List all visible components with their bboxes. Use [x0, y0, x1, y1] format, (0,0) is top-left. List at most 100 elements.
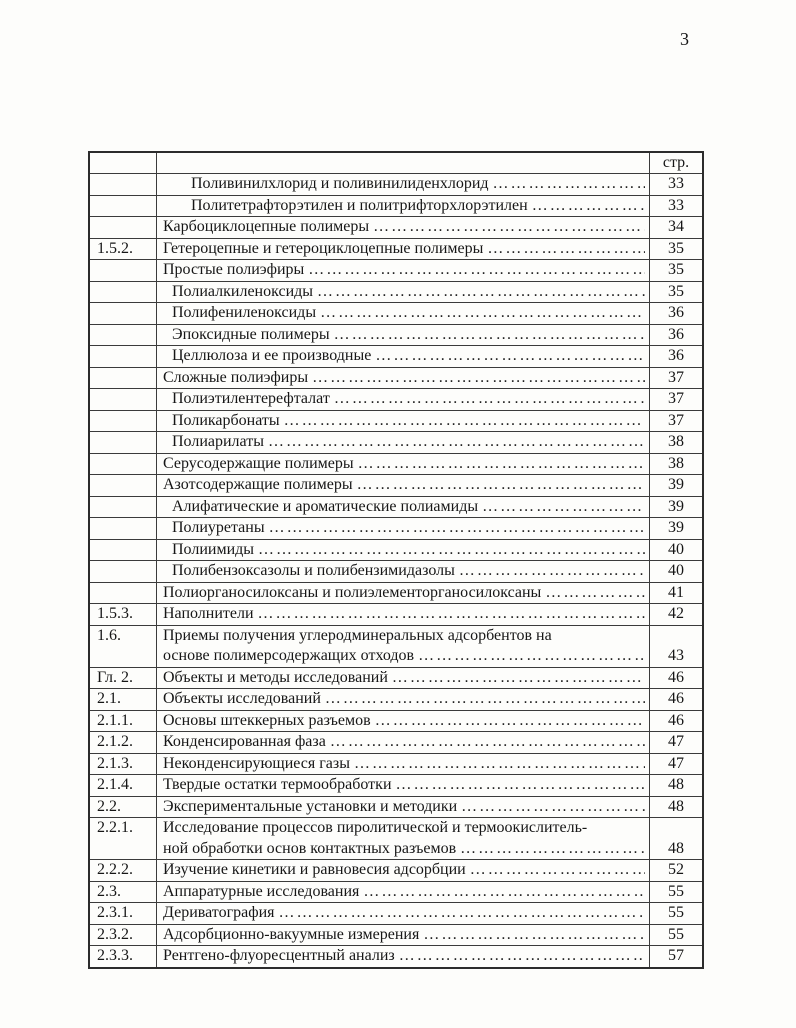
dot-leader	[325, 689, 645, 709]
toc-row-page: 36	[649, 302, 704, 325]
toc-row-title: Алифатические и ароматические полиамиды	[156, 495, 650, 518]
toc-row: Эпоксидные полимеры 36	[88, 323, 704, 346]
toc-row-title: Твердые остатки термообработки	[156, 774, 650, 797]
dot-leader	[358, 454, 645, 474]
toc-row: Гл. 2. Объекты и методы исследований 46	[88, 666, 704, 689]
dot-leader	[396, 775, 646, 795]
toc-row-page: 48	[649, 795, 704, 818]
toc-row-title: Неконденсирующиеся газы	[156, 752, 650, 775]
toc-row-page: 35	[649, 259, 704, 282]
toc-row-page: 35	[649, 237, 704, 260]
toc-row-title: Полиалкиленоксиды	[156, 280, 650, 303]
toc-entry-text: Простые полиэфиры	[163, 261, 305, 278]
toc-row-page: 35	[649, 280, 704, 303]
toc-row-number	[88, 345, 157, 368]
toc-row: Политетрафторэтилен и политрифторхлорэти…	[88, 194, 704, 217]
toc-entry-text: Рентгено-флуоресцентный анализ	[163, 947, 395, 964]
toc-row-title: Объекты и методы исследований	[156, 666, 650, 689]
dot-leader	[320, 303, 645, 323]
toc-header-page-label: стр.	[649, 151, 704, 174]
toc-row-title: Полиорганосилоксаны и полиэлементорганос…	[156, 581, 650, 604]
toc-row-number	[88, 495, 157, 518]
toc-row: 2.1. Объекты исследований 46	[88, 688, 704, 711]
toc-row: Полифениленоксиды 36	[88, 302, 704, 325]
toc-entry-text: Сложные полиэфиры	[163, 368, 309, 386]
toc-row: 2.1.3. Неконденсирующиеся газы 47	[88, 752, 704, 775]
toc-row-number: 1.5.2.	[88, 237, 157, 260]
toc-row-number	[88, 452, 157, 475]
toc-row: Полиарилаты 38	[88, 431, 704, 454]
toc-row-page: 38	[649, 431, 704, 454]
toc-entry-text: Твердые остатки термообработки	[163, 776, 392, 793]
toc-row-page: 46	[649, 666, 704, 689]
toc-row-title: Целлюлоза и ее производные	[156, 345, 650, 368]
toc-row: 1.6. Приемы получения углеродминеральных…	[88, 624, 704, 668]
toc-row-page: 37	[649, 366, 704, 389]
toc-entry-text: Полиорганосилоксаны и полиэлементорганос…	[163, 583, 542, 601]
dot-leader	[363, 882, 645, 902]
toc-row: Алифатические и ароматические полиамиды …	[88, 495, 704, 518]
toc-row-title: Карбоциклоцепные полимеры	[156, 216, 650, 239]
toc-row-title: Полибензоксазолы и полибензимидазолы	[156, 560, 650, 583]
toc-row-number	[88, 259, 157, 282]
dot-leader	[532, 196, 645, 216]
toc-entry-text: Эпоксидные полимеры	[172, 325, 330, 343]
toc-row-page: 39	[649, 495, 704, 518]
dot-leader	[330, 732, 645, 752]
toc-row-number: 2.1.3.	[88, 752, 157, 775]
toc-entry-text: Изучение кинетики и равновесия адсорбции	[163, 861, 466, 878]
dot-leader	[423, 925, 645, 945]
toc-entry-text: Неконденсирующиеся газы	[163, 754, 350, 772]
toc-entry-text: Экспериментальные установки и методики	[163, 797, 458, 815]
dot-leader	[334, 389, 645, 409]
toc-row: 2.1.2. Конденсированная фаза 47	[88, 731, 704, 754]
dot-leader	[375, 346, 645, 366]
toc-entry-text: Адсорбционно-вакуумные измерения	[163, 925, 420, 943]
toc-row: Карбоциклоцепные полимеры 34	[88, 216, 704, 239]
toc-row-title: Объекты исследований	[156, 688, 650, 711]
toc-row-number	[88, 538, 157, 561]
toc-row-number: 2.2.1.	[88, 817, 157, 860]
toc-row-number	[88, 431, 157, 454]
toc-row-page: 37	[649, 409, 704, 432]
dot-leader	[493, 174, 645, 194]
toc-row-page: 48	[649, 817, 704, 860]
toc-entry-text: Азотсодержащие полимеры	[163, 476, 353, 493]
dot-leader	[487, 239, 645, 259]
toc-entry-text: ной обработки основ контактных разъемов	[163, 839, 457, 857]
toc-entry-text: Наполнители	[163, 605, 254, 622]
toc-entry-text: Приемы получения углеродминеральных адсо…	[163, 626, 552, 644]
toc-row: Серусодержащие полимеры 38	[88, 452, 704, 475]
toc-row-title: Полиэтилентерефталат	[156, 388, 650, 411]
toc-row: 2.1.1. Основы штеккерных разъемов 46	[88, 709, 704, 732]
dot-leader	[334, 325, 645, 345]
toc-row-number: 2.1.2.	[88, 731, 157, 754]
toc-entry-text: Полиалкиленоксиды	[172, 282, 314, 300]
dot-leader	[354, 754, 645, 774]
toc-entry-text: основе полимерсодержащих отходов	[163, 647, 415, 664]
toc-row-page: 46	[649, 688, 704, 711]
toc-row-page: 39	[649, 517, 704, 540]
toc-row-title: Эпоксидные полимеры	[156, 323, 650, 346]
dot-leader	[373, 217, 645, 237]
dot-leader	[357, 475, 645, 495]
toc-row-page: 33	[649, 194, 704, 217]
toc-row-title: Исследование процессов пиролитической и …	[156, 817, 650, 860]
toc-row: 2.2.1. Исследование процессов пиролитиче…	[88, 817, 704, 860]
toc-row-number	[88, 194, 157, 217]
toc-row-title: Полиуретаны	[156, 517, 650, 540]
toc-row-title: Аппаратурные исследования	[156, 880, 650, 903]
toc-row: Азотсодержащие полимеры 39	[88, 474, 704, 497]
toc-entry-text: Полибензоксазолы и полибензимидазолы	[172, 562, 455, 579]
toc-row-number: 2.2.2.	[88, 859, 157, 882]
toc-row: 2.3. Аппаратурные исследования 55	[88, 880, 704, 903]
toc-row-title: Политетрафторэтилен и политрифторхлорэти…	[156, 194, 650, 217]
toc-row-page: 41	[649, 581, 704, 604]
toc-entry-text: Аппаратурные исследования	[163, 882, 360, 900]
toc-row-page: 55	[649, 902, 704, 925]
toc-row-title: Изучение кинетики и равновесия адсорбции	[156, 859, 650, 882]
toc-row-page: 55	[649, 880, 704, 903]
page-number: 3	[680, 29, 690, 49]
dot-leader	[317, 282, 645, 302]
toc-row: Полиэтилентерефталат 37	[88, 388, 704, 411]
